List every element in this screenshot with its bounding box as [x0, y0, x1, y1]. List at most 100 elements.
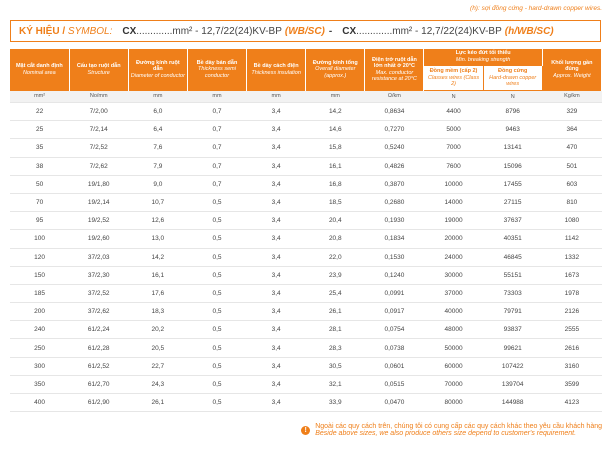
header-en: Thickness semi conductor: [198, 66, 236, 80]
unit-cell: mm: [187, 90, 247, 103]
data-cell: 0,8634: [364, 102, 424, 122]
data-cell: 19/2,52: [69, 211, 129, 231]
data-cell: 10000: [423, 175, 484, 194]
data-cell: 61/2,90: [69, 393, 129, 413]
data-row: 50 19/1,80 9,0 0,7 3,4 16,8 0,3870 10000 17455 60…: [10, 175, 602, 194]
data-row: 300 61/2,52 22,7 0,5 3,4 30,5 0,0601 60000 10742…: [10, 357, 602, 376]
header-vi: Bề dày bán dẫn: [196, 59, 238, 66]
data-cell: 40351: [483, 229, 543, 249]
header-cell: Bề dày bán dẫn Thickness semi conductor: [187, 49, 248, 91]
data-cell: 3,4: [246, 193, 306, 213]
data-cell: 19/2,60: [69, 229, 129, 249]
header-vi: Đường kính ruột dẫn: [136, 59, 180, 73]
data-row: 95 19/2,52 12,6 0,5 3,4 20,4 0,1930 19000 37637 1…: [10, 211, 602, 231]
unit-cell: N: [483, 90, 543, 103]
data-cell: 19/2,14: [69, 193, 129, 213]
data-cell: 3,4: [246, 266, 306, 285]
data-cell: 20,8: [305, 229, 365, 249]
data-cell: 1978: [542, 284, 602, 304]
unit-cell: mm: [128, 90, 188, 103]
data-cell: 50000: [423, 338, 484, 358]
data-cell: 0,2680: [364, 193, 424, 213]
symbol-label-en: SYMBOL:: [67, 25, 113, 37]
data-cell: 250: [10, 338, 70, 358]
data-cell: 70000: [423, 375, 484, 395]
data-row: 22 7/2,00 6,0 0,7 3,4 14,2 0,8634 4400 8796 329: [10, 102, 602, 122]
data-cell: 603: [542, 175, 602, 194]
data-cell: 0,3870: [364, 175, 424, 194]
data-cell: 0,5: [187, 393, 247, 413]
data-cell: 61/2,70: [69, 375, 129, 395]
code: CX: [342, 25, 357, 37]
header-cell: Lực kéo đứt tối thiểu Min. breaking stren…: [423, 49, 543, 66]
data-cell: 37637: [483, 211, 543, 231]
data-cell: 3,4: [246, 393, 306, 413]
data-row: 200 37/2,62 18,3 0,5 3,4 26,1 0,0917 40000 79791…: [10, 302, 602, 322]
data-cell: 3599: [542, 375, 602, 395]
data-cell: 0,7270: [364, 120, 424, 140]
footer: ! Ngoài các quy cách trên, chúng tôi có …: [301, 423, 602, 437]
header-vi: Đồng cứng: [498, 68, 528, 75]
data-cell: 3,4: [246, 302, 306, 322]
header-cell: Mặt cắt danh định Nominal area: [10, 49, 70, 91]
data-cell: 0,0917: [364, 302, 424, 322]
data-cell: 8796: [483, 102, 543, 122]
header-subcell: Đồng cứng Hard-drawn copper wires: [482, 65, 543, 91]
data-cell: 0,4826: [364, 157, 424, 176]
data-cell: 32,1: [305, 375, 365, 395]
data-cell: 0,5: [187, 266, 247, 285]
unit-cell: mm: [305, 90, 365, 103]
data-cell: 150: [10, 266, 70, 285]
data-cell: 3,4: [246, 157, 306, 176]
data-cell: 2616: [542, 338, 602, 358]
data-cell: 73303: [483, 284, 543, 304]
data-cell: 16,1: [128, 266, 188, 285]
data-cell: 3,4: [246, 138, 306, 158]
header-vi: Đường kính tổng: [312, 59, 358, 66]
data-cell: 3,4: [246, 338, 306, 358]
header-cell: Đường kính tổng Overall diameter (approx.…: [305, 49, 366, 91]
data-cell: 25: [10, 120, 70, 140]
footer-vi: Ngoài các quy cách trên, chúng tôi có cu…: [315, 423, 602, 430]
unit-cell: N: [423, 90, 484, 103]
data-cell: 0,7: [187, 138, 247, 158]
data-cell: 185: [10, 284, 70, 304]
header-vi: Điện trở ruột dẫn lớn nhất ở 20°C: [371, 56, 417, 70]
header-cell: Cấu tạo ruột dẫn Structure: [69, 49, 129, 91]
info-icon: !: [301, 425, 311, 435]
data-cell: 99621: [483, 338, 543, 358]
note: (h): sợi đồng cứng - hard-drawn copper w…: [470, 5, 602, 12]
data-cell: 7000: [423, 138, 484, 158]
data-cell: 0,5: [187, 375, 247, 395]
data-cell: 22,7: [128, 357, 188, 376]
data-cell: 200: [10, 302, 70, 322]
data-cell: 14,6: [305, 120, 365, 140]
data-cell: 329: [542, 102, 602, 122]
data-cell: 0,1834: [364, 229, 424, 249]
data-row: 400 61/2,90 26,1 0,5 3,4 33,9 0,0470 80000 14498…: [10, 393, 602, 413]
data-cell: 0,7: [187, 120, 247, 140]
data-cell: 1080: [542, 211, 602, 231]
data-cell: 22: [10, 102, 70, 122]
footer-en: Beside above sizes, we also produce othe…: [315, 430, 577, 437]
data-cell: 0,5: [187, 320, 247, 340]
data-cell: 60000: [423, 357, 484, 376]
data-cell: 0,5: [187, 357, 247, 376]
header-en: Diameter of conductor: [130, 73, 185, 80]
data-cell: 0,7: [187, 157, 247, 176]
header-vi: Mặt cắt danh định: [15, 63, 63, 70]
data-cell: 7/2,14: [69, 120, 129, 140]
suffix: (WB/SC): [284, 25, 325, 37]
header-vi: Cấu tạo ruột dẫn: [76, 63, 121, 70]
data-cell: 0,7: [187, 102, 247, 122]
data-cell: 35: [10, 138, 70, 158]
data-cell: 3,4: [246, 248, 306, 267]
data-cell: 20000: [423, 229, 484, 249]
data-cell: 50: [10, 175, 70, 194]
data-cell: 30000: [423, 266, 484, 285]
data-cell: 7/2,52: [69, 138, 129, 158]
data-cell: 13,0: [128, 229, 188, 249]
data-cell: 2126: [542, 302, 602, 322]
data-cell: 61/2,52: [69, 357, 129, 376]
data-cell: 24000: [423, 248, 484, 267]
